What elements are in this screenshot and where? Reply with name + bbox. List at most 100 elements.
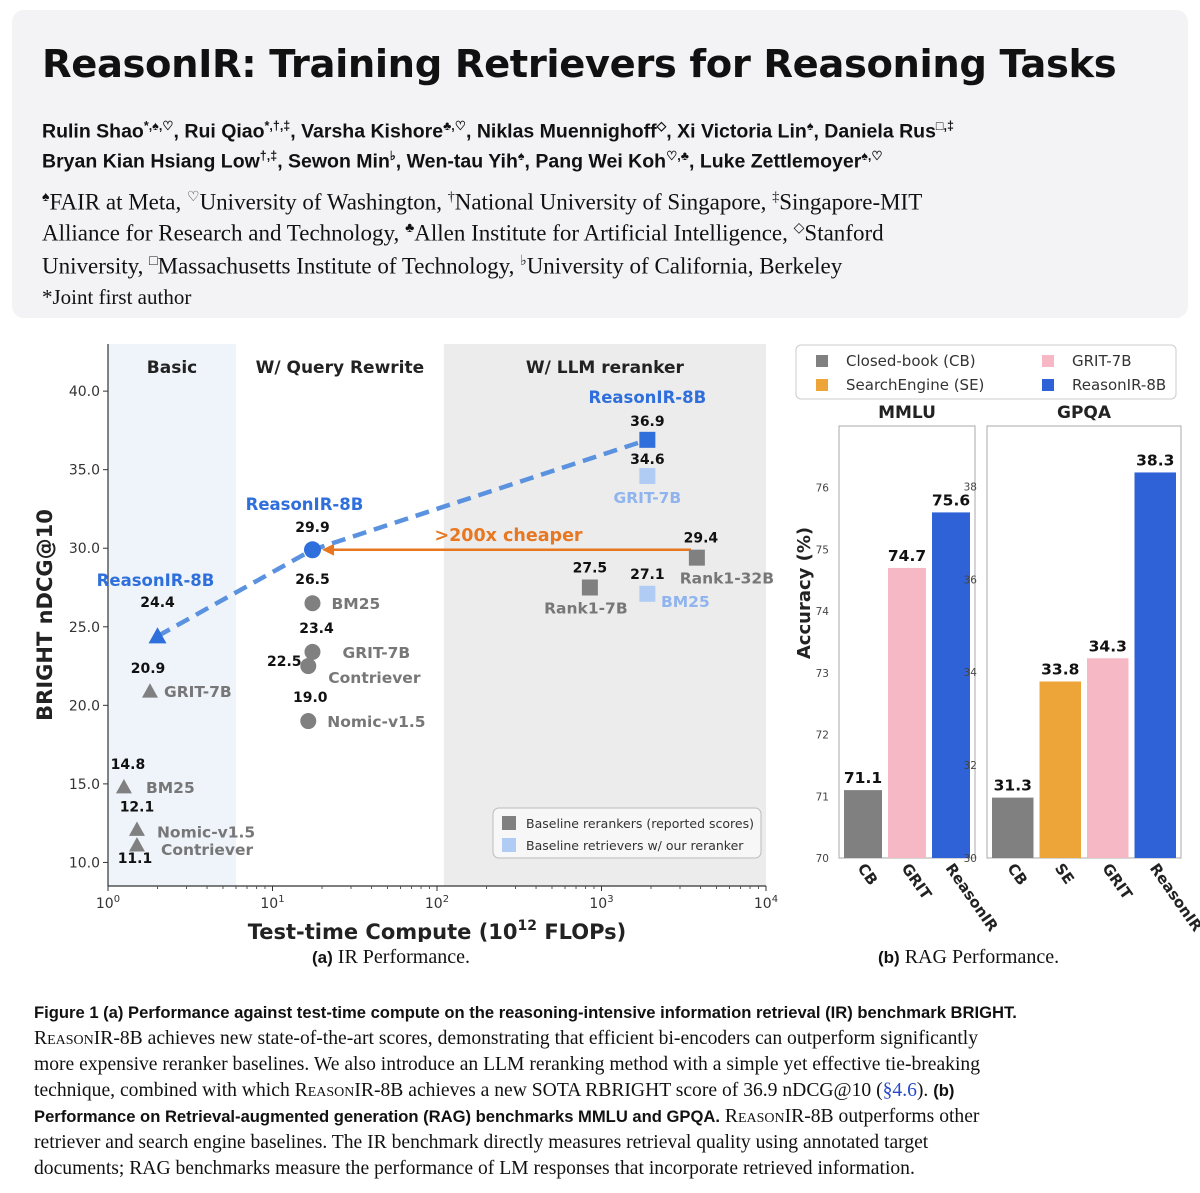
authors-line-2: Bryan Kian Hsiang Low†,‡, Sewon Min♭, We… [42,148,883,174]
value-label: 12.1 [120,799,155,815]
x-tick-base: 10 [96,896,114,912]
value-label: 11.1 [118,851,153,867]
value-label: 26.5 [295,572,330,588]
author-affiliation-marks: ♡,♣ [666,149,689,163]
figure-1: Basic W/ Query Rewrite W/ LLM reranker 10.0… [33,344,1200,942]
author-affiliation-marks: ◇ [656,119,667,133]
x-tick-exponent: 0 [114,894,120,905]
figure-caption: Figure 1 (a) Performance against test-ti… [34,1000,1186,1188]
caption-model-name: ReasonIR-8B [294,1080,404,1101]
author-separator: , [277,150,289,173]
affiliation-mark: † [447,190,455,205]
model-label: Nomic-v1.5 [157,823,255,841]
x-tick-label: 101 [260,894,284,912]
value-label: 14.8 [111,757,146,773]
author-separator: , [688,150,700,173]
affiliation-mark: ‡ [772,190,780,205]
value-label: 27.5 [573,561,608,577]
bar-gpqa-reasonir [1134,472,1176,858]
rag-y-tick-label: 34 [964,667,978,679]
bar-value-label: 71.1 [844,769,882,787]
rag-legend-box [795,344,1177,400]
affiliation-mark: ◇ [793,221,805,236]
model-label: BM25 [146,779,195,797]
model-label: Contriever [161,841,254,859]
caption-model-name: ReasonIR-8B [720,1106,834,1127]
author-separator: , [666,120,678,143]
author-affiliation-marks: *,♠,♡ [143,119,174,133]
affiliation-mark: ♡ [187,190,200,205]
bar-value-label: 74.7 [888,547,926,565]
value-label: 36.9 [630,414,665,430]
caption-bold-a: Figure 1 (a) Performance against test-ti… [34,1003,1017,1022]
ir-performance-chart: Basic W/ Query Rewrite W/ LLM reranker 10.0… [33,344,778,942]
x-tick-label: 103 [589,894,613,912]
triangle-marker-grit-7b [141,683,158,698]
caption-text: achieves a new SOTA RBRIGHT score of 36.… [403,1080,883,1101]
square-marker-rank1-32b [688,549,705,566]
author-name: Xi Victoria Lin [677,120,807,143]
affiliation-text: National University of Singapore, [454,189,773,215]
rag-y-tick-label: 71 [816,791,829,803]
author-affiliation-marks: †,‡ [259,149,278,163]
triangle-marker-nomic-v1.5 [128,821,145,836]
rag-legend-swatch [1042,355,1054,367]
ir-legend-label: Baseline rerankers (reported scores) [526,816,754,831]
value-label: 19.0 [293,690,328,706]
y-tick-label: 15.0 [69,777,100,793]
square-marker-bm25 [639,585,656,602]
region-label: W/ LLM reranker [526,358,685,378]
rag-y-tick-label: 32 [964,760,977,772]
region-label: W/ Query Rewrite [256,358,425,378]
rag-y-tick-label: 75 [816,544,829,556]
x-tick-base: 10 [425,896,443,912]
author-name: Niklas Muennighoff [476,120,657,143]
region-label: Basic [147,358,197,378]
ir-legend-label: Baseline retrievers w/ our reranker [526,838,744,853]
author-name: Wen-tau Yih [406,150,518,173]
affiliation-text: University of California, Berkeley [526,253,843,279]
circle-marker-nomic-v1.5 [300,713,317,730]
rag-y-tick-label: 74 [816,606,830,618]
model-label: ReasonIR-8B [97,571,215,590]
value-label: 22.5 [267,654,302,670]
authors-line-1: Rulin Shao*,♠,♡, Rui Qiao*,†,‡, Varsha K… [42,118,954,144]
x-axis-title-exp: 12 [518,918,537,934]
author-separator: , [290,120,302,143]
rag-legend-label: GRIT-7B [1072,352,1132,370]
caption-line-4: technique, combined with which ReasonIR-… [34,1078,1186,1104]
model-label: Rank1-7B [544,600,628,618]
model-label: GRIT-7B [613,489,681,507]
author-affiliation-marks: ♠ [806,119,814,133]
triangle-marker-reasonir-8b [148,627,167,644]
y-tick-label: 25.0 [69,620,100,636]
panel-title: MMLU [878,403,936,423]
cheaper-annotation: >200x cheaper [434,526,582,546]
rag-y-tick-label: 73 [816,668,829,680]
sublabel-a-tag: (a) [312,948,333,967]
x-tick-label: 104 [754,894,778,912]
caption-line-7: documents; RAG benchmarks measure the pe… [34,1156,1186,1182]
value-label: 20.9 [131,661,166,677]
bar-mmlu-cb [844,790,882,858]
rag-y-tick-label: 72 [816,730,829,742]
author-name: Daniela Rus [824,120,936,143]
ir-legend-swatch [502,838,516,852]
affiliation-text: University, [42,253,150,279]
author-separator: , [395,150,407,173]
caption-text: documents; RAG benchmarks measure the pe… [34,1158,915,1179]
x-tick-exponent: 2 [443,894,449,905]
caption-text: outperforms other [833,1106,980,1127]
caption-text: ). [916,1080,934,1101]
value-label: 29.9 [295,520,330,536]
author-separator: , [465,120,477,143]
sublabel-b-tag: (b) [878,948,900,967]
x-axis-title-text: FLOPs) [537,920,626,942]
region-basic [108,344,237,886]
y-tick-label: 30.0 [69,541,100,557]
author-name: Bryan Kian Hsiang Low [42,150,260,173]
circle-marker-bm25 [304,595,321,612]
paper-title: ReasonIR: Training Retrievers for Reason… [42,42,1117,87]
section-reference-link[interactable]: §4.6 [882,1080,917,1101]
author-separator: , [173,120,185,143]
